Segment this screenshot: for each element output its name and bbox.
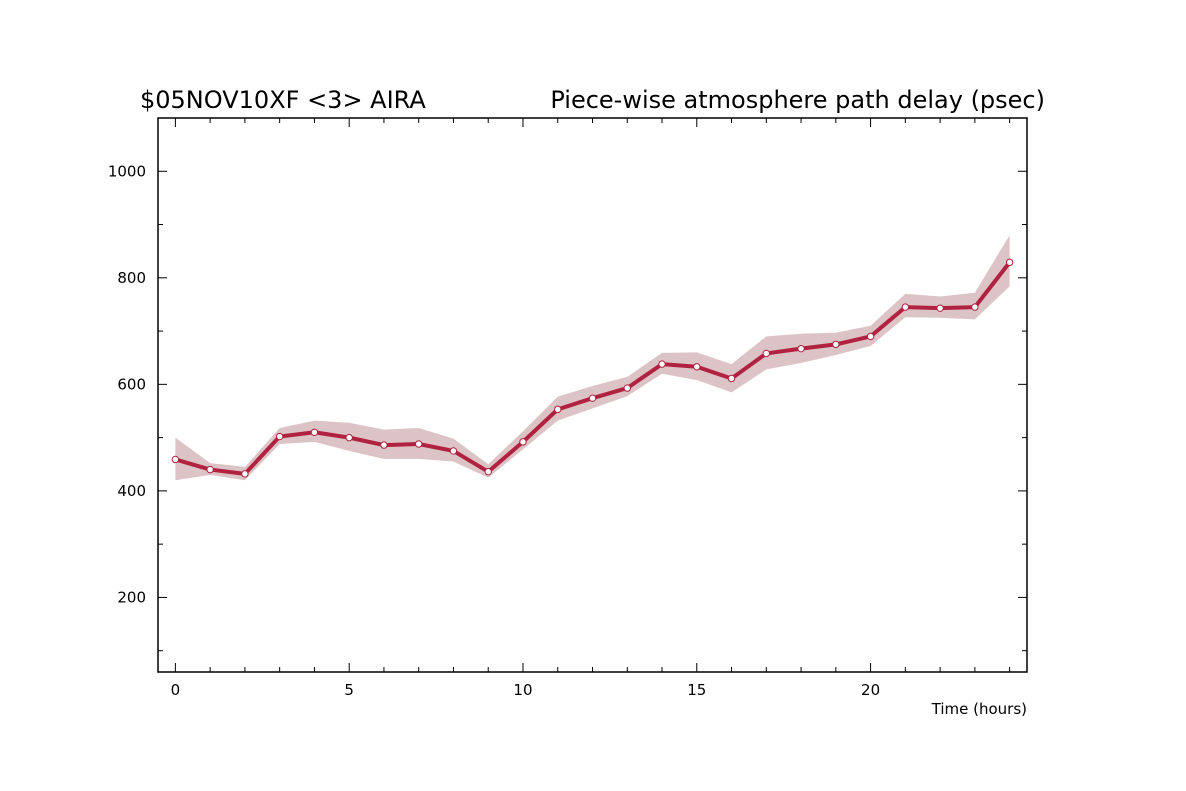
data-point: [484, 468, 492, 476]
confidence-band-layer: [175, 235, 1010, 481]
y-tick-label: 800: [117, 269, 146, 287]
data-point: [554, 405, 562, 414]
data-point: [866, 332, 875, 341]
chart-title-right: Piece-wise atmosphere path delay (psec): [550, 86, 1045, 114]
data-point: [206, 465, 214, 474]
data-point: [727, 374, 736, 383]
data-point: [832, 340, 840, 349]
data-point: [588, 394, 597, 402]
tick-labels-layer: 0 5 10 15 20 200 400 600 800 1000: [108, 162, 880, 699]
data-point: [693, 363, 701, 371]
data-point: [345, 433, 353, 442]
data-points-layer: [171, 258, 1014, 478]
x-tick-label: 10: [513, 681, 532, 699]
x-tick-label: 0: [171, 681, 181, 699]
y-tick-label: 400: [117, 482, 146, 500]
data-point: [936, 304, 944, 312]
data-point: [623, 384, 631, 392]
data-point: [449, 447, 458, 455]
data-point: [971, 303, 979, 311]
data-point: [658, 360, 666, 368]
y-tick-label: 200: [117, 588, 146, 606]
x-tick-label: 20: [861, 681, 880, 699]
x-axis-title: Time (hours): [931, 700, 1027, 718]
data-point: [901, 303, 910, 311]
x-tick-label: 15: [687, 681, 706, 699]
data-point: [519, 438, 527, 446]
data-point: [241, 470, 249, 478]
data-point: [1005, 258, 1014, 267]
data-point: [310, 428, 319, 436]
data-point: [797, 344, 805, 353]
y-tick-label: 1000: [108, 162, 146, 180]
axis-ticks-layer: [158, 117, 1027, 672]
confidence-band: [175, 235, 1010, 481]
x-tick-label: 5: [344, 681, 354, 699]
data-point: [762, 349, 770, 358]
data-point: [380, 441, 388, 449]
y-tick-label: 600: [117, 375, 146, 393]
chart-title-left: $05NOV10XF <3> AIRA: [140, 86, 426, 114]
data-point: [171, 455, 180, 464]
data-point: [275, 432, 284, 441]
data-point: [415, 440, 423, 448]
